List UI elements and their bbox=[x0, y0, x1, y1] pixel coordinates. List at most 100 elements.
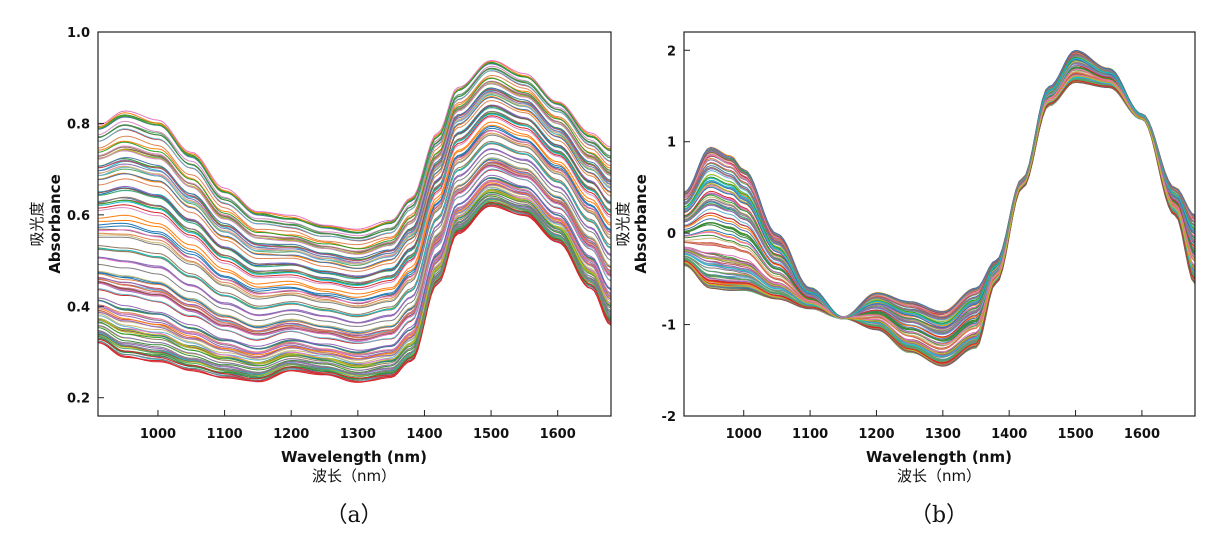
panel-b-spectrum-line bbox=[684, 58, 1195, 325]
panel-b-caption: （b） bbox=[910, 503, 968, 528]
panel-a-spectrum-line bbox=[98, 92, 611, 265]
panel-b-spectrum-line bbox=[684, 76, 1195, 357]
panel-a-x-tick-label: 1200 bbox=[273, 427, 309, 442]
panel-a-spectrum-line bbox=[98, 197, 611, 374]
panel-b-spectrum-line bbox=[684, 58, 1195, 328]
panel-a-series-lines bbox=[98, 59, 611, 383]
panel-a-ticks: 1000 1100 1200 1300 1400 1500 1600 0.2 0.4 0.6 0.8… bbox=[67, 26, 576, 442]
panel-b-spectrum-line bbox=[684, 49, 1195, 318]
panel-b-spectrum-line bbox=[684, 74, 1195, 353]
panel-b-spectrum-line bbox=[684, 55, 1195, 320]
panel-a-spectrum-line bbox=[98, 59, 611, 230]
panel-a-spectrum-line bbox=[98, 70, 611, 241]
panel-a-spectrum-line bbox=[98, 77, 611, 249]
panel-a-spectrum-line bbox=[98, 60, 611, 231]
panel-a-spectrum-line bbox=[98, 116, 611, 290]
panel-a-spectrum-line bbox=[98, 193, 611, 371]
panel-b-plot-frame bbox=[683, 31, 1196, 417]
panel-b-x-axis-title-cn: 波长（nm） bbox=[897, 467, 981, 485]
panel-a-spectrum-line bbox=[98, 162, 611, 339]
panel-a-spectrum-line bbox=[98, 130, 611, 304]
panel-a-spectrum-line bbox=[98, 62, 611, 234]
panel-a-spectrum-line bbox=[98, 121, 611, 295]
panel-a-y-tick-label: 0.6 bbox=[67, 209, 90, 224]
panel-a-x-tick-label: 1500 bbox=[473, 427, 509, 442]
panel-a: 1000 1100 1200 1300 1400 1500 1600 0.2 0.4 0.6 0.8… bbox=[28, 26, 612, 528]
panel-a-spectrum-line bbox=[98, 67, 611, 239]
panel-a-x-axis-title: Wavelength (nm) bbox=[281, 448, 427, 466]
panel-b-x-tick-label: 1100 bbox=[792, 427, 828, 442]
panel-a-spectrum-line bbox=[98, 143, 611, 317]
panel-a-x-tick-label: 1400 bbox=[406, 427, 442, 442]
panel-a-x-tick-label: 1100 bbox=[206, 427, 242, 442]
panel-a-spectrum-line bbox=[98, 113, 611, 287]
panel-b-spectrum-line bbox=[684, 54, 1195, 320]
panel-a-spectrum-line bbox=[98, 205, 611, 383]
panel-b-spectrum-line bbox=[684, 71, 1195, 350]
panel-a-spectrum-line bbox=[98, 157, 611, 333]
panel-a-x-tick-label: 1000 bbox=[140, 427, 176, 442]
panel-a-x-tick-label: 1300 bbox=[340, 427, 376, 442]
panel-b-y-tick-label: 1 bbox=[667, 136, 676, 151]
panel-a-spectrum-line bbox=[98, 87, 611, 259]
panel-a-caption: （a） bbox=[325, 503, 382, 528]
panel-b-x-tick-label: 1400 bbox=[991, 427, 1027, 442]
panel-a-spectrum-line bbox=[98, 96, 611, 269]
panel-a-spectrum-line bbox=[98, 184, 611, 360]
panel-a-spectrum-line bbox=[98, 189, 611, 366]
panel-a-spectrum-line bbox=[98, 200, 611, 378]
panel-a-spectrum-line bbox=[98, 65, 611, 237]
panel-a-plot-frame bbox=[97, 31, 612, 417]
panel-a-spectrum-line bbox=[98, 82, 611, 255]
panel-a-spectrum-line bbox=[98, 89, 611, 262]
panel-b-spectrum-line bbox=[684, 80, 1195, 364]
panel-a-spectrum-line bbox=[98, 182, 611, 359]
panel-a-spectrum-line bbox=[98, 77, 611, 250]
panel-a-y-axis-title-cn: 吸光度 bbox=[28, 201, 46, 246]
panel-b-y-tick-label: -1 bbox=[662, 319, 676, 334]
panel-b-spectrum-line bbox=[684, 56, 1195, 322]
panel-b-spectrum-line bbox=[684, 79, 1195, 362]
panel-a-y-axis-title: Absorbance bbox=[46, 174, 64, 274]
panel-b-spectrum-line bbox=[684, 63, 1195, 335]
panel-b-y-tick-label: 0 bbox=[667, 227, 676, 242]
panel-a-spectrum-line bbox=[98, 80, 611, 253]
panel-a-spectrum-line bbox=[98, 110, 611, 283]
panel-a-spectrum-line bbox=[98, 162, 611, 338]
panel-a-spectrum-line bbox=[98, 195, 611, 373]
panel-a-spectrum-line bbox=[98, 140, 611, 315]
panel-a-spectrum-line bbox=[98, 204, 611, 383]
panel-a-spectrum-line bbox=[98, 124, 611, 298]
panel-b-y-axis-title-cn: 吸光度 bbox=[614, 201, 632, 246]
panel-a-y-tick-label: 0.8 bbox=[67, 117, 90, 132]
panel-a-spectrum-line bbox=[98, 80, 611, 252]
panel-a-spectrum-line bbox=[98, 180, 611, 356]
panel-a-spectrum-line bbox=[98, 174, 611, 351]
panel-a-spectrum-line bbox=[98, 197, 611, 375]
panel-b-spectrum-line bbox=[684, 56, 1195, 323]
panel-a-spectrum-line bbox=[98, 148, 611, 324]
panel-b-x-axis-title: Wavelength (nm) bbox=[866, 448, 1012, 466]
panel-a-y-tick-label: 0.2 bbox=[67, 392, 90, 407]
panel-a-spectrum-line bbox=[98, 159, 611, 335]
panel-a-spectrum-line bbox=[98, 74, 611, 246]
panel-b-spectrum-line bbox=[684, 75, 1195, 355]
panel-a-spectrum-line bbox=[98, 177, 611, 353]
panel-b-x-tick-label: 1000 bbox=[726, 427, 762, 442]
panel-b-y-tick-label: -2 bbox=[662, 410, 676, 425]
panel-b-series-lines bbox=[684, 49, 1195, 367]
panel-b-x-tick-label: 1200 bbox=[858, 427, 894, 442]
panel-a-spectrum-line bbox=[98, 168, 611, 344]
panel-a-spectrum-line bbox=[98, 132, 611, 307]
panel-a-spectrum-line bbox=[98, 90, 611, 263]
panel-a-spectrum-line bbox=[98, 152, 611, 327]
panel-a-y-tick-label: 1.0 bbox=[67, 26, 90, 41]
panel-a-spectrum-line bbox=[98, 104, 611, 279]
panel-b-ticks: 1000 1100 1200 1300 1400 1500 1600 -2 -1 0 1 2 bbox=[662, 44, 1160, 442]
panel-a-spectrum-line bbox=[98, 201, 611, 380]
panel-b-y-tick-label: 2 bbox=[667, 44, 676, 59]
panel-a-spectrum-line bbox=[98, 204, 611, 381]
panel-b-spectrum-line bbox=[684, 62, 1195, 332]
panel-a-spectrum-line bbox=[98, 115, 611, 289]
